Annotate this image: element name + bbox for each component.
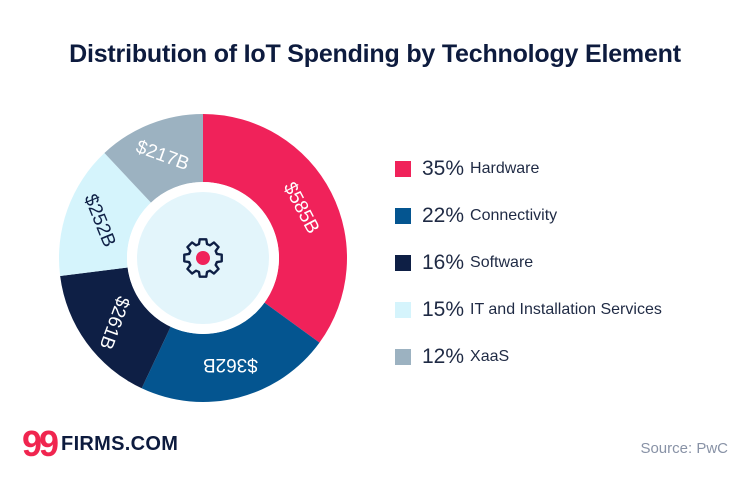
legend-label: IT and Installation Services — [470, 300, 662, 318]
legend-item-connectivity: 22% Connectivity — [395, 192, 662, 239]
legend-item-it-services: 15% IT and Installation Services — [395, 286, 662, 333]
legend-label: Hardware — [470, 159, 540, 177]
slice-software — [60, 267, 171, 389]
slice-value-label: $362B — [203, 354, 258, 375]
chart-title: Distribution of IoT Spending by Technolo… — [69, 40, 681, 68]
legend-percent: 35% — [422, 156, 465, 180]
legend-percent: 15% — [422, 297, 465, 321]
donut-chart: $585B$362B$261B$252B$217B — [58, 114, 348, 402]
legend-swatch — [395, 207, 411, 224]
legend-label: Software — [470, 253, 534, 271]
logo-text: FIRMS.COM — [61, 432, 179, 455]
legend-percent: 16% — [422, 250, 465, 274]
logo-mark: 99 — [22, 423, 59, 464]
legend-swatch — [395, 301, 411, 318]
legend-percent: 22% — [422, 203, 465, 227]
legend-item-xaas: 12% XaaS — [395, 333, 662, 380]
slice-it — [58, 153, 151, 277]
slice-hardware — [203, 114, 348, 343]
legend-label: Connectivity — [470, 206, 558, 224]
legend-percent: 12% — [422, 344, 465, 368]
legend-label: XaaS — [470, 347, 510, 365]
legend: 35% Hardware 22% Connectivity 16% Softwa… — [395, 145, 662, 380]
gear-icon — [183, 238, 223, 278]
legend-swatch — [395, 348, 411, 365]
logo: 99 FIRMS.COM — [22, 426, 178, 462]
slice-xaas — [104, 114, 203, 203]
legend-swatch — [395, 254, 411, 271]
legend-swatch — [395, 160, 411, 177]
source-note: Source: PwC — [640, 440, 728, 457]
legend-item-hardware: 35% Hardware — [395, 145, 662, 192]
slice-connectivity — [141, 302, 320, 402]
legend-item-software: 16% Software — [395, 239, 662, 286]
